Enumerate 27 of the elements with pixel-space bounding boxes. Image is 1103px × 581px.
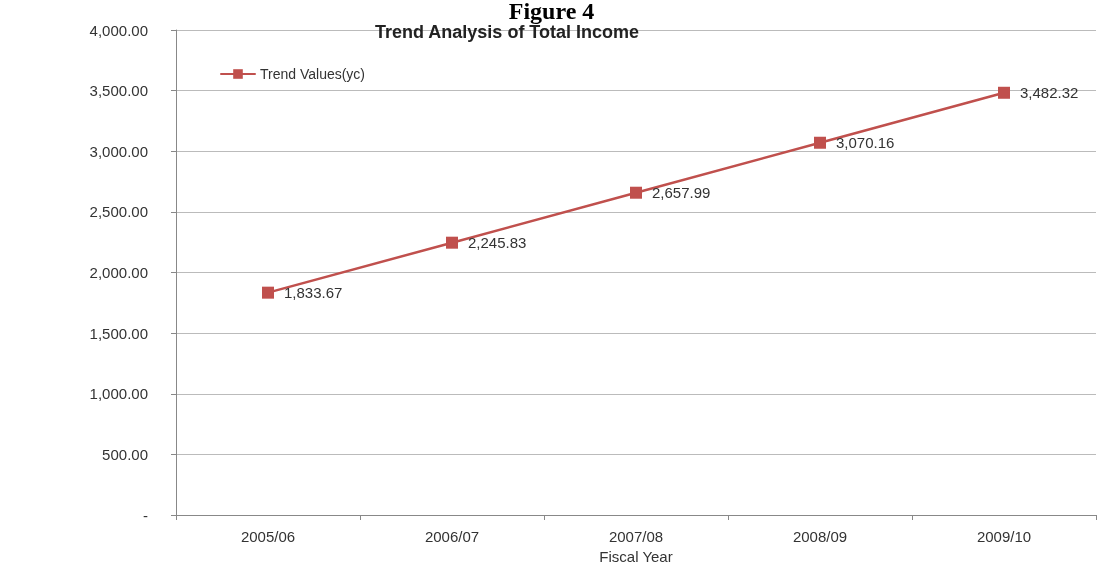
y-tick-label: 1,000.00 [89, 385, 148, 403]
y-tick-label: 3,000.00 [89, 142, 148, 160]
legend-label: Trend Values(yc) [260, 66, 366, 82]
data-label: 1,833.67 [284, 284, 343, 302]
point [998, 86, 1010, 99]
x-tick-label: 2006/07 [424, 528, 480, 545]
y-tick-label: 2,500.00 [89, 203, 148, 221]
y-tick-label: 3,500.00 [89, 82, 148, 100]
y-tick-label: 4,000.00 [89, 21, 148, 39]
y-tick-label: 1,500.00 [89, 324, 148, 342]
x-tick-label: 2005/06 [240, 528, 296, 545]
x-axis-title: Fiscal Year [599, 548, 673, 565]
y-tick-label: 500.00 [102, 445, 148, 463]
x-tick-label: 2008/09 [792, 528, 848, 545]
y-tick-label: - [143, 506, 148, 524]
y-tick-label: 2,000.00 [89, 264, 148, 281]
data-label: 3,070.16 [836, 134, 895, 152]
point [262, 286, 274, 299]
x-tick-label: 2009/10 [976, 528, 1032, 545]
chart-title: Figure 4 [508, 0, 595, 24]
data-label: 3,482.32 [1020, 84, 1079, 102]
data-label: 2,657.99 [652, 184, 711, 202]
point [446, 236, 458, 249]
point [814, 136, 826, 149]
x-tick-label: 2007/08 [608, 528, 664, 545]
point [630, 186, 642, 199]
data-label: 2,245.83 [468, 234, 527, 252]
